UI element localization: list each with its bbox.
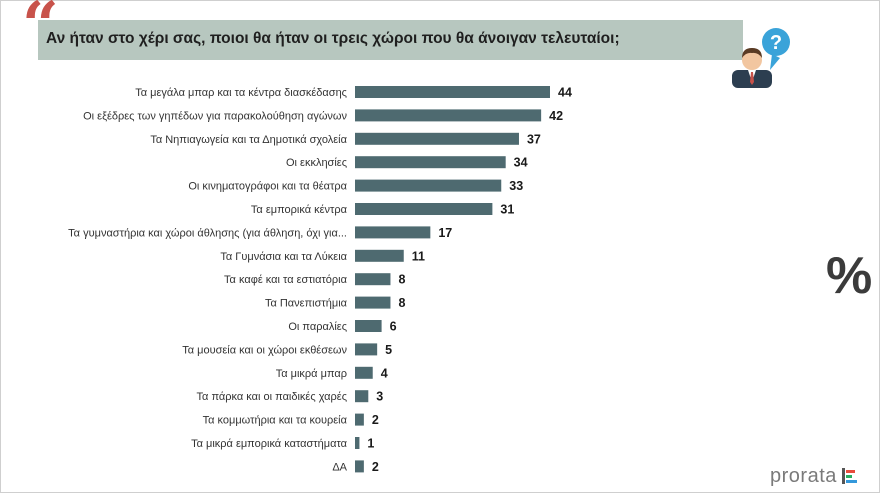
value-label: 11 <box>412 249 425 263</box>
value-label: 17 <box>438 226 452 240</box>
value-label: 8 <box>398 296 405 310</box>
value-label: 5 <box>385 343 392 357</box>
bar <box>355 413 364 426</box>
bar <box>355 249 404 262</box>
bar <box>355 86 550 98</box>
question-title: Αν ήταν στο χέρι σας, ποιοι θα ήταν οι τ… <box>46 30 620 47</box>
category-label: Οι κινηματογράφοι και τα θέατρα <box>188 181 347 193</box>
bar <box>355 320 382 332</box>
bar <box>355 437 360 449</box>
bar <box>355 460 364 473</box>
value-label: 42 <box>549 109 563 123</box>
bar <box>355 390 369 403</box>
value-label: 8 <box>398 273 405 287</box>
category-label: Τα Νηπιαγωγεία και τα Δημοτικά σχολεία <box>150 134 347 146</box>
category-label: Τα καφέ και τα εστιατόρια <box>224 274 348 286</box>
value-label: 6 <box>390 320 397 334</box>
brand-logo-text: prorata <box>770 465 837 487</box>
question-banner <box>38 20 743 60</box>
category-label: Τα εμπορικά κέντρα <box>251 204 348 216</box>
person-question-icon: ? <box>732 28 790 88</box>
svg-text:?: ? <box>770 32 782 54</box>
category-label: Τα Γυμνάσια και τα Λύκεια <box>220 251 347 263</box>
category-label: Οι παραλίες <box>288 321 347 333</box>
category-label: ΔΑ <box>332 461 347 473</box>
bar <box>355 273 391 286</box>
bar <box>355 179 502 192</box>
category-label: Τα κομμωτήρια και τα κουρεία <box>203 415 348 427</box>
value-label: 33 <box>509 179 523 193</box>
category-label: Τα μουσεία και οι χώροι εκθέσεων <box>182 344 347 356</box>
value-label: 44 <box>558 86 572 100</box>
category-label: Οι εκκλησίες <box>286 157 347 169</box>
value-label: 3 <box>376 390 383 404</box>
value-label: 1 <box>367 437 374 451</box>
category-label: Τα γυμναστήρια και χώροι άθλησης (για άθ… <box>68 227 347 239</box>
category-label: Τα μεγάλα μπαρ και τα κέντρα διασκέδασης <box>135 87 347 99</box>
category-label: Τα Πανεπιστήμια <box>265 298 348 310</box>
value-label: 34 <box>514 156 528 170</box>
value-label: 37 <box>527 132 541 146</box>
category-label: Τα μικρά μπαρ <box>276 368 347 380</box>
value-label: 2 <box>372 460 379 474</box>
bar <box>355 156 506 169</box>
category-label: Τα πάρκα και οι παιδικές χαρές <box>197 391 347 403</box>
bar <box>355 109 542 122</box>
category-label: Οι εξέδρες των γηπέδων για παρακολούθηση… <box>83 110 347 122</box>
bar <box>355 343 378 356</box>
bar <box>355 203 493 215</box>
value-label: 2 <box>372 413 379 427</box>
bar <box>355 132 519 145</box>
value-label: 4 <box>381 366 388 380</box>
bar <box>355 296 391 309</box>
bar <box>355 366 373 379</box>
brand-logo-icon <box>842 468 857 484</box>
value-label: 31 <box>500 203 514 217</box>
bar <box>355 226 431 239</box>
percent-icon: % <box>826 247 873 305</box>
category-label: Τα μικρά εμπορικά καταστήματα <box>191 438 348 450</box>
